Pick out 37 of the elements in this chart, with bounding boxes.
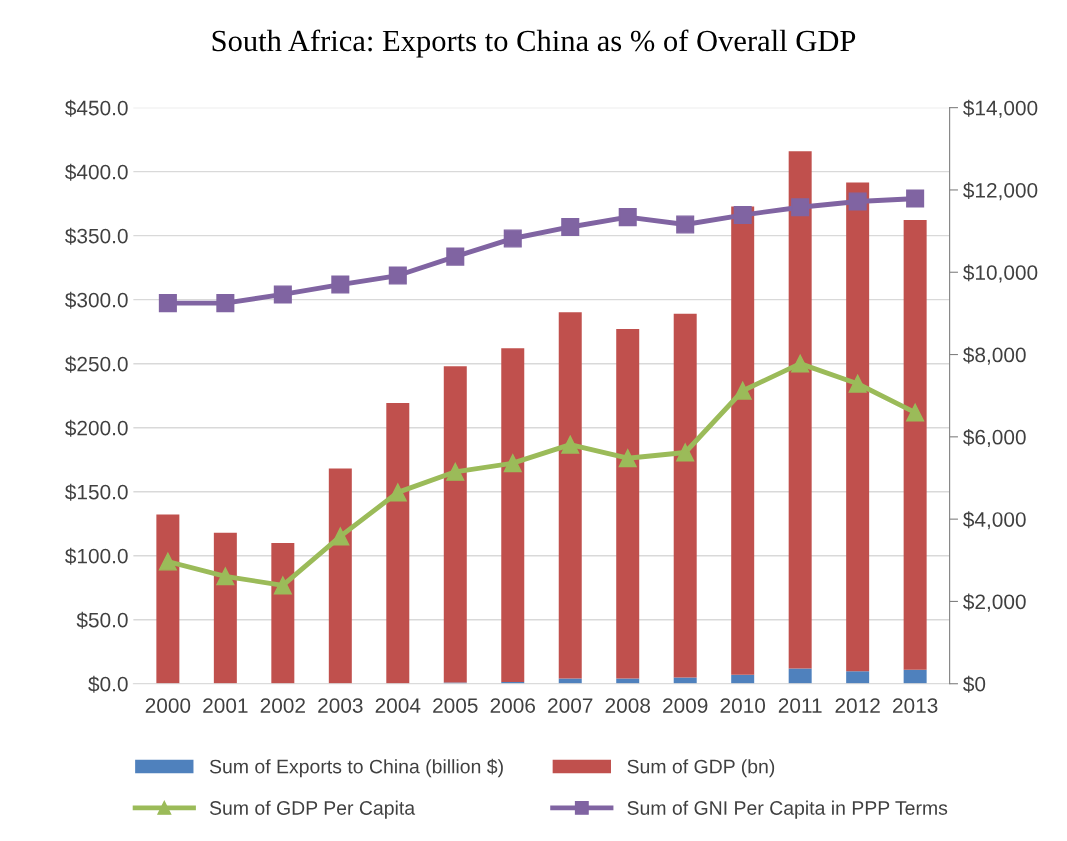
y-tick-label: $0.0 (88, 675, 128, 693)
x-tick-label: 2002 (260, 698, 305, 713)
legend-label: Sum of GDP Per Capita (209, 800, 416, 819)
x-tick-label: 2000 (145, 698, 191, 713)
x-tick-label: 2011 (778, 698, 822, 713)
x-tick-label: 2010 (720, 698, 766, 713)
x-tick-label: 2004 (375, 698, 421, 713)
y-tick-label: $350.0 (65, 227, 128, 245)
y2-tick-label: $0 (963, 675, 986, 693)
legend-label: Sum of GDP (bn) (627, 759, 775, 778)
y-tick-label: $50.0 (76, 611, 128, 629)
x-tick-label: 2008 (605, 698, 650, 713)
y2-tick-label: $2,000 (963, 593, 1026, 612)
x-tick-label: 2009 (663, 698, 708, 713)
y-tick-label: $400.0 (65, 163, 128, 181)
y2-tick-label: $10,000 (963, 264, 1038, 283)
y2-tick-label: $4,000 (963, 511, 1026, 530)
y-tick-label: $300.0 (65, 291, 128, 309)
y-tick-label: $250.0 (65, 355, 128, 373)
legend-label: Sum of GNI Per Capita in PPP Terms (627, 800, 948, 819)
y2-tick-label: $14,000 (963, 99, 1038, 118)
x-tick-label: 2005 (433, 698, 478, 713)
x-tick-label: 2003 (318, 698, 363, 713)
legend-label: Sum of Exports to China (billion $) (209, 758, 503, 778)
y2-tick-label: $12,000 (963, 182, 1038, 201)
x-tick-label: 2001 (203, 698, 248, 713)
y-tick-label: $150.0 (65, 483, 128, 501)
y-tick-label: $200.0 (65, 419, 128, 437)
y-tick-label: $450.0 (65, 99, 128, 117)
x-tick-label: 2007 (548, 698, 593, 713)
x-tick-label: 2013 (893, 698, 938, 713)
x-tick-label: 2012 (835, 698, 880, 713)
y2-tick-label: $8,000 (963, 346, 1026, 365)
chart-title: South Africa: Exports to China as % of Overall GDP (212, 29, 856, 58)
x-tick-label: 2006 (490, 698, 536, 713)
y-tick-label: $100.0 (65, 547, 128, 565)
y2-tick-label: $6,000 (963, 428, 1026, 448)
